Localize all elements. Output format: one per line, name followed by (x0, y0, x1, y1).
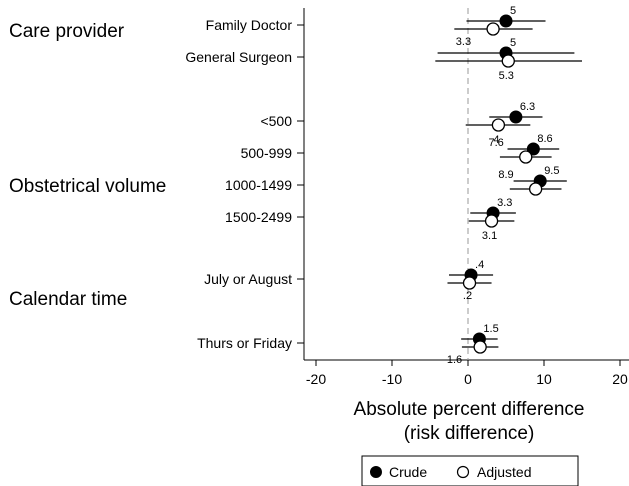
point-crude-family-doctor (499, 14, 513, 28)
data-label-crude-general-surgeon: 5 (510, 37, 516, 49)
row-label-500: <500 (260, 113, 292, 129)
point-adjusted-1500-2499 (484, 214, 499, 228)
legend-marker-adjusted (456, 465, 470, 479)
point-crude-500-999 (526, 142, 540, 156)
row-label-1000-1499: 1000-1499 (225, 177, 292, 193)
row-label-july-or-august: July or August (204, 271, 292, 287)
data-label-adjusted-500-999: 7.6 (488, 137, 503, 149)
legend: Crude Adjusted (361, 455, 579, 486)
data-label-crude-500: 6.3 (520, 101, 535, 113)
legend-box (361, 455, 579, 486)
group-label-calendar-time: Calendar time (9, 289, 127, 310)
data-label-adjusted-thurs-or-friday: 1.6 (447, 354, 462, 366)
data-label-adjusted-july-or-august: .2 (463, 290, 472, 302)
legend-label-crude: Crude (389, 464, 427, 480)
x-tick-label: -10 (382, 371, 402, 387)
point-adjusted-thurs-or-friday (473, 340, 487, 354)
point-adjusted-500-999 (519, 150, 533, 164)
point-crude-500 (509, 110, 523, 124)
data-label-crude-1000-1499: 9.5 (544, 165, 559, 177)
data-label-adjusted-1000-1499: 8.9 (498, 169, 513, 181)
data-label-adjusted-general-surgeon: 5.3 (499, 70, 514, 82)
legend-label-adjusted: Adjusted (477, 464, 531, 480)
x-tick-label: 20 (612, 371, 628, 387)
data-label-crude-july-or-august: .4 (475, 259, 484, 271)
point-adjusted-general-surgeon (501, 54, 515, 68)
data-label-adjusted-500: 4 (493, 134, 499, 146)
data-label-crude-1500-2499: 3.3 (497, 197, 512, 209)
row-label-500-999: 500-999 (241, 145, 293, 161)
row-label-family-doctor: Family Doctor (206, 17, 293, 33)
data-label-adjusted-family-doctor: 3.3 (456, 36, 471, 48)
data-label-adjusted-1500-2499: 3.1 (482, 230, 497, 242)
point-adjusted-family-doctor (486, 22, 500, 36)
row-label-1500-2499: 1500-2499 (225, 209, 292, 225)
x-tick-label: -20 (306, 371, 326, 387)
x-tick-label: 0 (464, 371, 472, 387)
data-label-crude-500-999: 8.6 (537, 133, 552, 145)
point-adjusted-500 (491, 118, 506, 132)
legend-marker-crude (370, 466, 382, 478)
x-tick-label: 10 (536, 371, 552, 387)
point-adjusted-july-or-august (462, 276, 477, 290)
group-label-obstetrical-volume: Obstetrical volume (9, 176, 166, 197)
x-axis-title-line1: Absolute percent difference (354, 399, 585, 420)
row-label-general-surgeon: General Surgeon (185, 49, 292, 65)
group-label-care-provider: Care provider (9, 21, 125, 42)
data-label-crude-family-doctor: 5 (510, 5, 516, 17)
data-label-crude-thurs-or-friday: 1.5 (483, 323, 498, 335)
row-label-thurs-or-friday: Thurs or Friday (197, 335, 292, 351)
x-axis-title-line2: (risk difference) (404, 423, 535, 444)
point-adjusted-1000-1499 (528, 182, 543, 196)
